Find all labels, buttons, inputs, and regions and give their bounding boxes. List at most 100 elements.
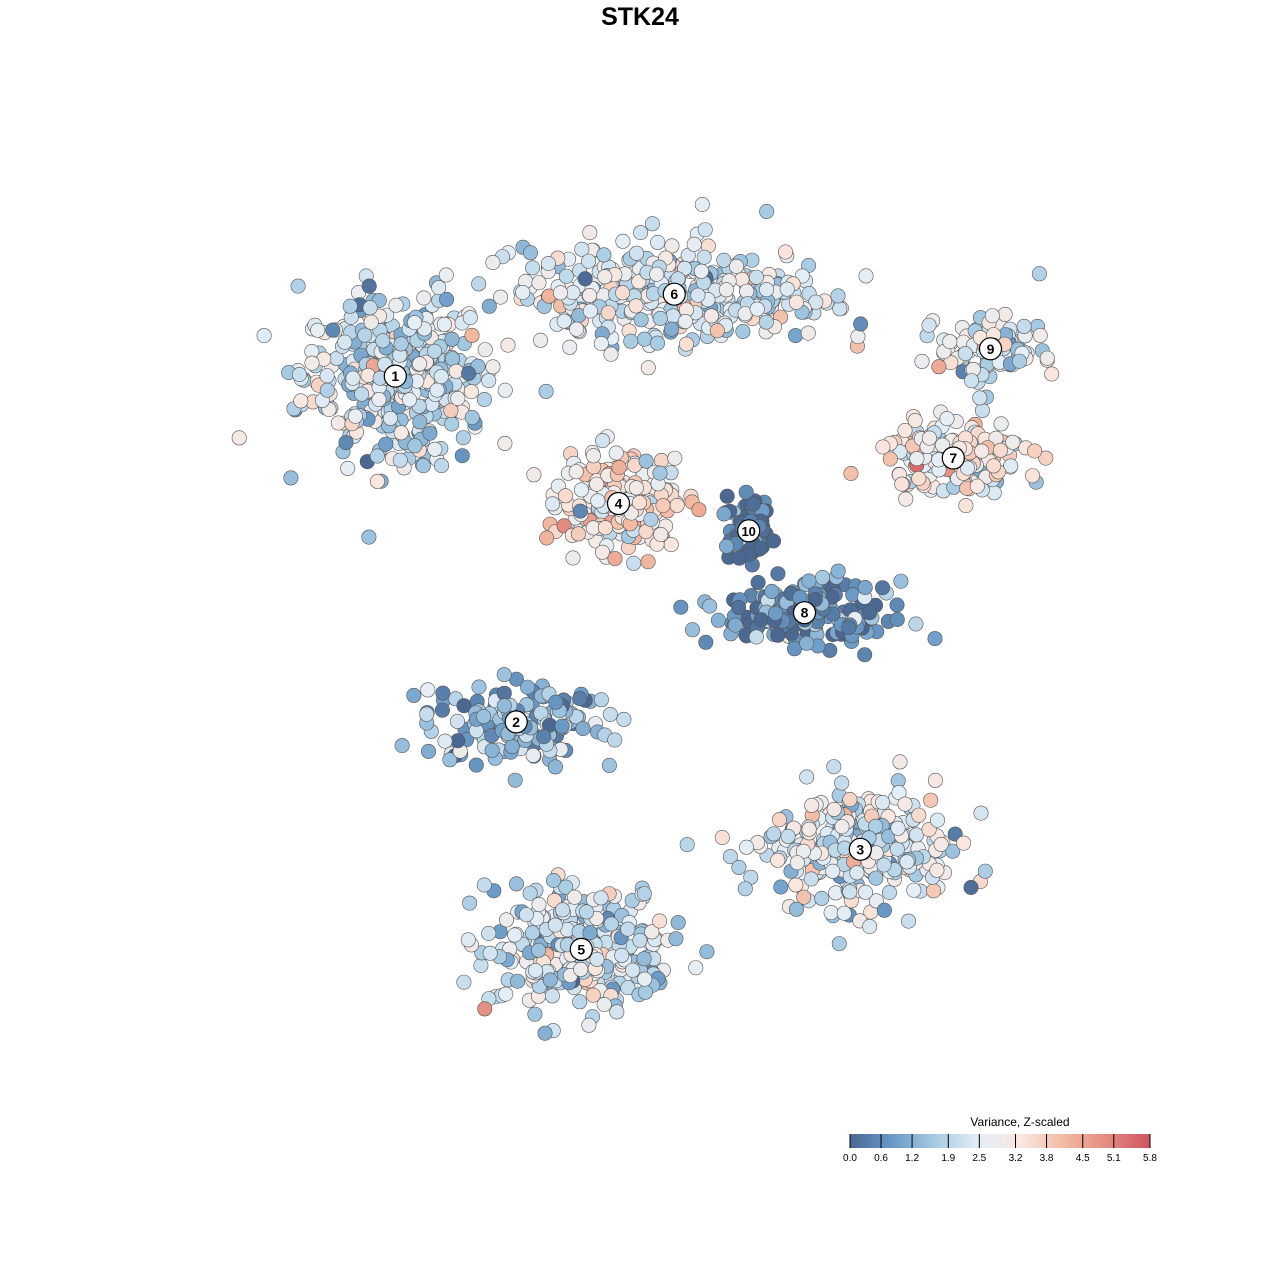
- data-point: [636, 331, 652, 347]
- data-point: [633, 225, 649, 241]
- data-point: [293, 393, 309, 409]
- data-point: [615, 233, 631, 249]
- data-point: [369, 473, 385, 489]
- data-point: [956, 835, 972, 851]
- data-point: [593, 890, 609, 906]
- data-point: [719, 488, 735, 504]
- data-point: [515, 284, 531, 300]
- data-point: [554, 718, 570, 734]
- data-point: [993, 416, 1009, 432]
- data-point: [406, 687, 422, 703]
- data-point: [655, 498, 671, 514]
- data-point: [814, 569, 830, 585]
- data-point: [527, 962, 543, 978]
- data-point: [492, 289, 508, 305]
- data-point: [589, 951, 605, 967]
- data-point: [942, 334, 958, 350]
- legend-tick-label: 0.6: [874, 1153, 888, 1164]
- data-point: [556, 313, 572, 329]
- data-point: [482, 945, 498, 961]
- data-point: [789, 855, 805, 871]
- data-point: [777, 244, 793, 260]
- data-point: [716, 252, 732, 268]
- data-point: [601, 757, 617, 773]
- data-point: [933, 836, 949, 852]
- data-point: [597, 269, 613, 285]
- data-point: [830, 563, 846, 579]
- data-point: [826, 801, 842, 817]
- data-point: [567, 889, 583, 905]
- data-point: [231, 430, 247, 446]
- data-point: [573, 482, 589, 498]
- data-point: [638, 453, 654, 469]
- data-point: [337, 334, 353, 350]
- data-point: [496, 667, 512, 683]
- data-point: [927, 772, 943, 788]
- data-point: [484, 742, 500, 758]
- data-point: [443, 403, 459, 419]
- legend-tick-label: 1.2: [905, 1153, 919, 1164]
- data-point: [342, 298, 358, 314]
- data-point: [468, 757, 484, 773]
- data-point: [668, 931, 684, 947]
- data-point: [319, 368, 335, 384]
- data-point: [354, 386, 370, 402]
- data-point: [997, 306, 1013, 322]
- data-point: [758, 314, 774, 330]
- data-point: [908, 616, 924, 632]
- cluster-label-marker: [504, 710, 528, 734]
- legend-tick-label: 3.8: [1040, 1153, 1054, 1164]
- data-point: [694, 197, 710, 213]
- data-point: [652, 913, 668, 929]
- data-point: [450, 390, 466, 406]
- data-point: [788, 294, 804, 310]
- data-point: [548, 694, 564, 710]
- data-point: [1032, 327, 1048, 343]
- cluster-label-marker: [941, 446, 965, 470]
- data-point: [471, 276, 487, 292]
- data-point: [653, 526, 669, 542]
- data-point: [568, 464, 584, 480]
- data-point: [362, 300, 378, 316]
- data-point: [640, 360, 656, 376]
- data-point: [433, 458, 449, 474]
- data-point: [603, 346, 619, 362]
- data-point: [412, 414, 428, 430]
- cluster-label-8: 8: [801, 605, 809, 621]
- data-point: [454, 448, 470, 464]
- data-point: [444, 351, 460, 367]
- data-point: [771, 812, 787, 828]
- data-point: [1038, 450, 1054, 466]
- data-point: [582, 225, 598, 241]
- data-point: [496, 698, 512, 714]
- data-point: [691, 502, 707, 518]
- data-point: [931, 359, 947, 375]
- data-point: [801, 573, 817, 589]
- data-point: [600, 305, 616, 321]
- data-point: [749, 301, 765, 317]
- data-point: [593, 692, 609, 708]
- data-point: [868, 818, 884, 834]
- data-point: [907, 412, 923, 428]
- data-point: [629, 245, 645, 261]
- data-point: [963, 879, 979, 895]
- cluster-label-5: 5: [577, 941, 585, 957]
- data-point: [690, 287, 706, 303]
- data-point: [525, 747, 541, 763]
- data-point: [1044, 366, 1060, 382]
- data-point: [673, 599, 689, 615]
- data-point: [325, 322, 341, 338]
- data-point: [693, 263, 709, 279]
- data-point: [531, 275, 547, 291]
- data-point: [544, 496, 560, 512]
- data-point: [319, 382, 335, 398]
- data-point: [614, 947, 630, 963]
- data-point: [532, 332, 548, 348]
- data-point: [444, 331, 460, 347]
- data-point: [688, 960, 704, 976]
- data-point: [697, 222, 713, 238]
- data-point: [595, 433, 611, 449]
- data-point: [714, 829, 730, 845]
- data-point: [773, 879, 789, 895]
